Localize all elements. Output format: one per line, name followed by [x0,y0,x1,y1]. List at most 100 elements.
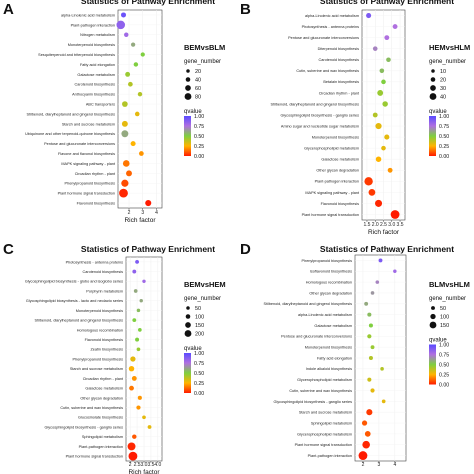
plot-frame [117,9,163,209]
legend-color-title: qvalue [184,109,202,115]
pathway-label: Stilbenoid, diarylheptanoid and gingerol… [35,319,124,323]
pathway-label: Glycerophospholipid metabolism [297,432,352,436]
legend-size-title: gene_number [184,296,221,302]
x-tick-label: 3 [378,462,381,468]
legend-size-label: 100 [195,315,204,321]
x-tick-label: 4 [393,462,396,468]
pathway-label: Fatty acid elongation [317,356,352,360]
pathway-label: Other glycan degradation [316,169,359,173]
pathway-label: Galactose metabolism [314,324,352,328]
data-point [364,301,369,306]
data-point [137,91,143,97]
pathway-label: Glucosinolate biosynthesis [78,416,123,420]
pathway-label: Galactose metabolism [321,158,359,162]
legend-size-label: 10 [440,69,446,75]
panel-letter: B [240,1,251,18]
pathway-label: Plant-pathogen interaction [79,445,123,449]
data-point [375,280,380,284]
data-point [137,395,142,400]
data-point [381,79,386,85]
pathway-label: Pentose and glucuronate interconversions [44,142,115,146]
x-tick-label: 2.5 [134,462,141,468]
data-point [122,160,130,167]
data-point [379,68,385,74]
data-point [372,112,378,118]
data-point [361,420,368,426]
pathway-label: Glycerophospholipid metabolism [297,378,352,382]
legend-size-dot [430,313,436,320]
comparison-label: HEMvsHLM [429,43,470,52]
pathway-label: Galactose metabolism [85,387,123,391]
legend-color-tick: 0.50 [439,363,449,369]
data-point [375,156,382,162]
data-point [145,200,152,207]
legend-size-title: gene_number [184,59,221,65]
data-point [370,345,375,350]
pathway-label: Circadian rhythm - plant [319,91,360,95]
data-point [142,279,146,283]
pathway-label: Glycosphingolipid biosynthesis - ganglio… [280,113,359,117]
data-point [135,337,140,342]
data-point [132,269,137,274]
data-point [121,130,129,138]
legend-size-label: 40 [195,78,201,84]
legend-color-tick: 0.25 [439,144,449,150]
pathway-label: Betalain biosynthesis [323,80,359,84]
data-point [368,323,373,328]
pathway-label: Stilbenoid, diarylheptanoid and gingerol… [264,302,353,306]
pathway-label: Sesquiterpenoid and triterpenoid biosynt… [38,53,115,57]
data-point [139,299,143,303]
data-point [131,375,137,381]
data-point [386,57,391,63]
data-point [120,12,127,18]
data-point [364,431,371,437]
data-point [147,425,152,429]
data-point [367,312,372,317]
data-point [124,32,129,37]
legend-color-tick: 1.00 [439,114,449,120]
pathway-label: Other glycan degradation [309,291,352,295]
pathway-label: Other glycan degradation [80,396,123,400]
legend-color-title: qvalue [429,338,447,344]
data-point [366,12,372,19]
data-point [364,177,373,186]
data-point [136,347,141,352]
legend-color-tick: 0.50 [194,371,204,377]
x-tick-label: 2.0 [372,222,379,228]
legend-size-title: gene_number [429,59,466,65]
legend-color-title: qvalue [184,346,202,352]
pathway-label: alpha-Linolenic acid metabolism [61,13,115,17]
pathway-label: Stilbenoid, diarylheptanoid and gingerol… [27,112,116,116]
legend-size-label: 150 [195,323,204,329]
data-point [380,367,384,371]
data-point [131,42,136,47]
pathway-label: Homologous recombination [306,281,352,285]
panel-letter: D [240,241,251,258]
legend-color-tick: 0.00 [439,154,449,160]
legend-color-tick: 0.75 [439,124,449,130]
panel-letter: A [3,1,14,18]
data-point [368,188,376,196]
pathway-label: alpha-Linolenic acid metabolism [305,14,359,18]
legend-size-label: 200 [195,332,204,338]
x-axis-label: Rich factor [124,217,156,224]
data-point [128,451,138,461]
legend-size-dot [185,77,191,82]
data-point [119,188,128,198]
data-point [381,145,386,151]
pathway-label: alpha-Linolenic acid metabolism [298,313,352,317]
data-point [368,355,373,361]
data-point [377,89,384,96]
legend-size-label: 40 [440,95,446,101]
panel-letter: C [3,241,14,258]
legend-size-dot [429,93,437,100]
legend-size-dot [185,322,191,328]
data-point [132,434,137,439]
legend-color-tick: 1.00 [194,351,204,357]
legend-size-dot [431,69,435,73]
x-axis-label: Rich factor [128,469,160,474]
pathway-label: Monoterpenoid biosynthesis [305,346,352,350]
data-point [135,259,139,264]
data-point [358,451,368,460]
comparison-label: BEMvsBLM [184,43,225,52]
